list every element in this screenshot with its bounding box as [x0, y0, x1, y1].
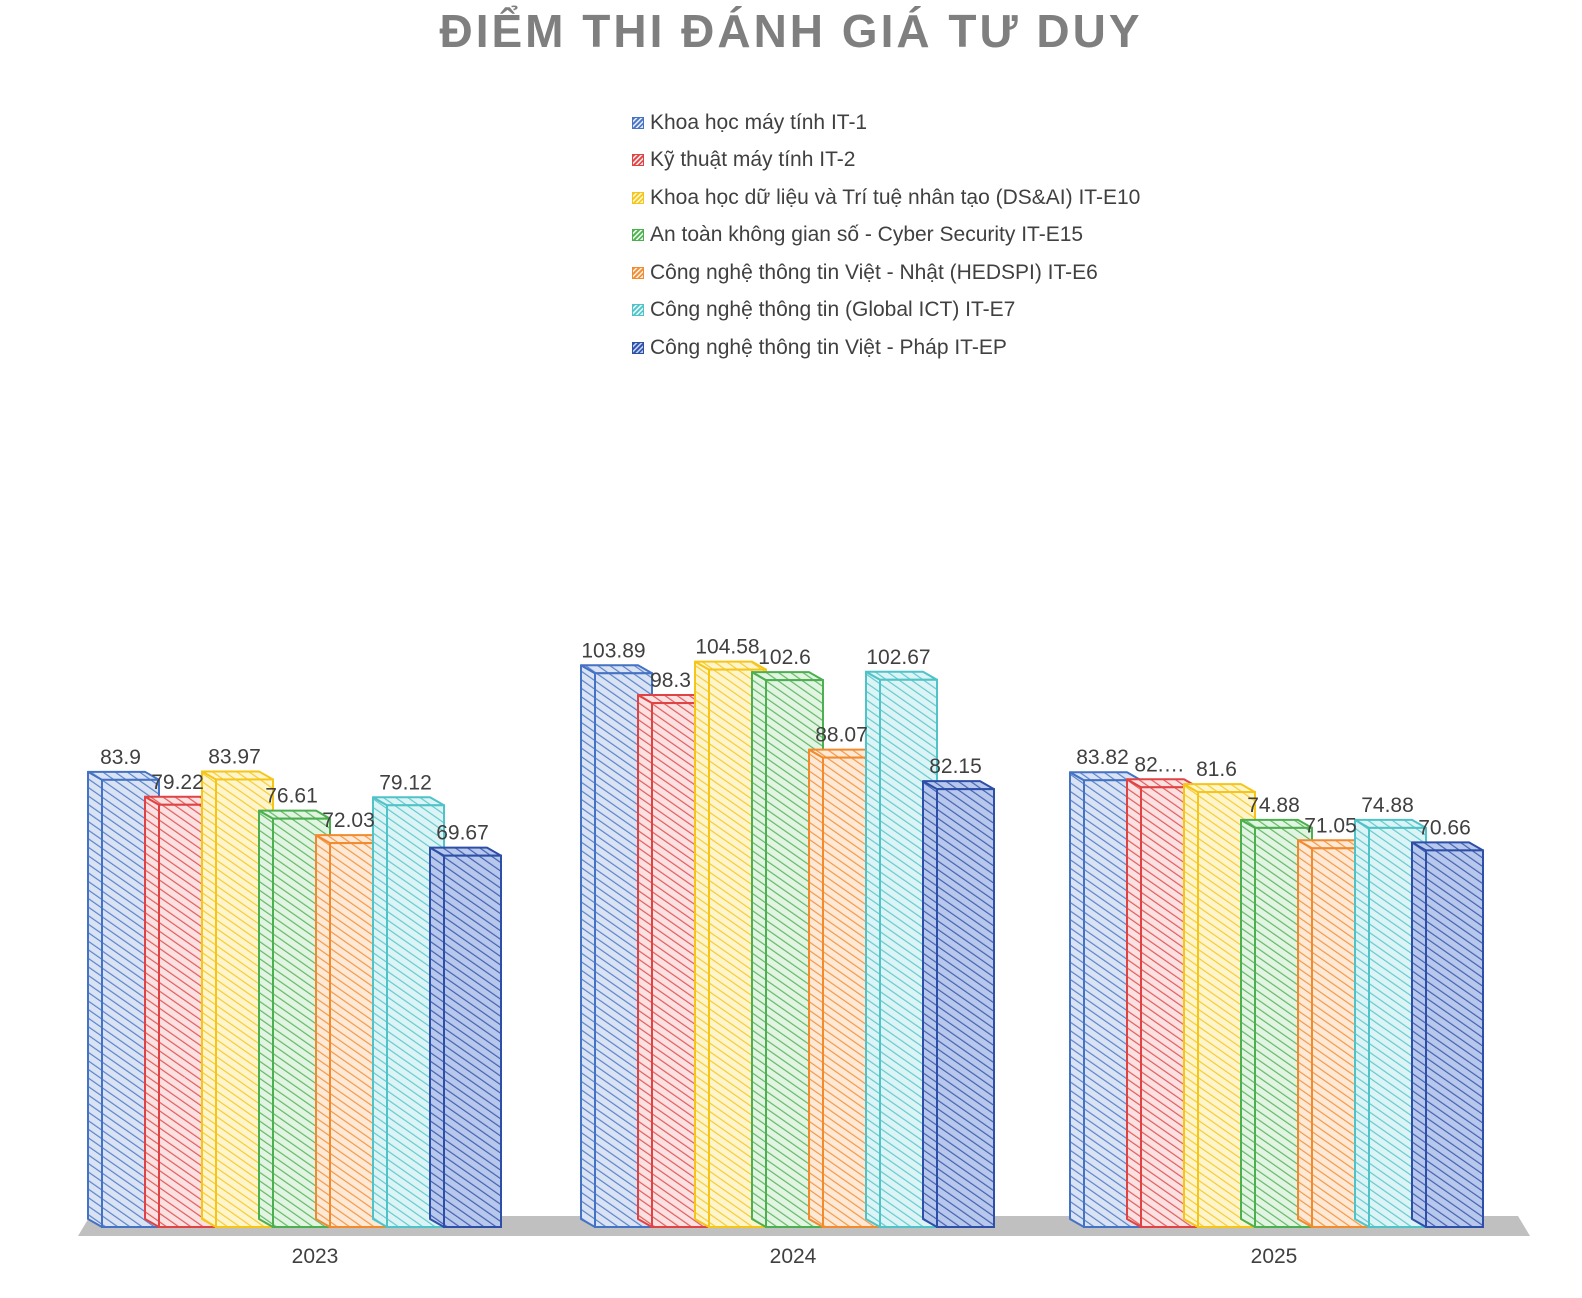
data-label: 102.67 — [866, 646, 930, 669]
bar — [922, 780, 995, 1228]
x-tick-label: 2023 — [292, 1245, 339, 1268]
legend-label: An toàn không gian số - Cyber Security I… — [650, 223, 1084, 247]
bar-side — [372, 796, 388, 1228]
data-label: 98.3 — [650, 669, 691, 692]
bar-top — [694, 660, 767, 671]
data-label: 74.88 — [1247, 794, 1300, 817]
bar-side — [258, 809, 274, 1228]
bar-top — [1354, 818, 1427, 829]
legend-item: Khoa học máy tính IT-1 — [632, 104, 1140, 142]
data-label: 83.82 — [1076, 746, 1129, 769]
bar-side — [808, 748, 824, 1228]
data-label: 71.05 — [1304, 814, 1357, 837]
data-label: 70.66 — [1418, 816, 1471, 839]
legend-swatch — [632, 229, 644, 242]
legend-label: Khoa học dữ liệu và Trí tuệ nhân tạo (DS… — [650, 185, 1141, 209]
data-label: 104.58 — [695, 636, 759, 659]
bar-top — [372, 796, 445, 807]
bar-side — [1354, 818, 1370, 1228]
bar-top — [922, 780, 995, 791]
data-label: 82.… — [1134, 753, 1184, 776]
data-label: 81.6 — [1196, 758, 1237, 781]
legend-swatch — [632, 266, 644, 279]
bar-top — [751, 671, 824, 682]
x-tick-label: 2025 — [1251, 1245, 1298, 1268]
bar-side — [1411, 841, 1427, 1228]
bar-side — [694, 660, 710, 1228]
legend: Khoa học máy tính IT-1 Kỹ thuật máy tính … — [632, 104, 1140, 367]
data-label: 69.67 — [436, 822, 489, 845]
legend-item: Công nghệ thông tin (Global ICT) IT-E7 — [632, 292, 1140, 330]
data-label: 79.12 — [379, 771, 432, 794]
legend-label: Khoa học máy tính IT-1 — [650, 110, 868, 134]
bar-side — [1297, 839, 1313, 1228]
bar-side — [87, 770, 103, 1228]
bar-top — [1411, 841, 1484, 852]
bar-top — [429, 846, 502, 857]
legend-item: Công nghệ thông tin Việt - Nhật (HEDSPI)… — [632, 254, 1140, 292]
legend-label: Kỹ thuật máy tính IT-2 — [650, 148, 856, 172]
legend-item: Công nghệ thông tin Việt - Pháp IT-EP — [632, 329, 1140, 367]
bar-side — [1240, 818, 1256, 1228]
legend-item: Khoa học dữ liệu và Trí tuệ nhân tạo (DS… — [632, 179, 1140, 217]
bar-top — [1183, 783, 1256, 794]
bar-top — [1240, 818, 1313, 829]
bar-side — [315, 834, 331, 1228]
bar-top — [580, 664, 653, 675]
data-label: 83.9 — [100, 746, 141, 769]
legend-item: Kỹ thuật máy tính IT-2 — [632, 142, 1140, 180]
bar-front — [1425, 849, 1484, 1228]
bar — [429, 846, 502, 1228]
legend-label: Công nghệ thông tin (Global ICT) IT-E7 — [650, 298, 1016, 322]
bar-front — [443, 854, 502, 1228]
bar-side — [429, 846, 445, 1228]
legend-swatch — [632, 304, 644, 317]
data-label: 102.6 — [758, 646, 811, 669]
data-label: 79.22 — [151, 771, 204, 794]
bar — [1411, 841, 1484, 1228]
data-label: 103.89 — [581, 639, 645, 662]
legend-label: Công nghệ thông tin Việt - Pháp IT-EP — [650, 335, 1007, 359]
bar-side — [922, 780, 938, 1228]
bar-side — [144, 795, 160, 1228]
bar-side — [580, 664, 596, 1228]
bar-side — [637, 694, 653, 1228]
bar-top — [258, 809, 331, 820]
data-label: 76.61 — [265, 785, 318, 808]
bar-side — [751, 671, 767, 1228]
legend-label: Công nghệ thông tin Việt - Nhật (HEDSPI)… — [650, 260, 1098, 284]
bar-side — [1126, 778, 1142, 1228]
chart-title: ĐIỂM THI ĐÁNH GIÁ TƯ DUY — [439, 5, 1143, 57]
data-label: 72.03 — [322, 809, 375, 832]
data-label: 88.07 — [815, 724, 868, 747]
data-label: 83.97 — [208, 745, 261, 768]
bar-side — [1069, 771, 1085, 1228]
legend-swatch — [632, 116, 644, 129]
bar-top — [865, 670, 938, 681]
bar-side — [865, 670, 881, 1228]
bar-top — [201, 770, 274, 781]
bar-front — [936, 788, 995, 1228]
bar-side — [1183, 783, 1199, 1228]
legend-swatch — [632, 341, 644, 354]
bar-side — [201, 770, 217, 1228]
legend-swatch — [632, 191, 644, 204]
legend-item: An toàn không gian số - Cyber Security I… — [632, 217, 1140, 255]
data-label: 74.88 — [1361, 794, 1414, 817]
bar-top — [87, 770, 160, 781]
x-tick-label: 2024 — [770, 1245, 817, 1268]
legend-swatch — [632, 154, 644, 167]
data-label: 82.15 — [929, 755, 982, 778]
